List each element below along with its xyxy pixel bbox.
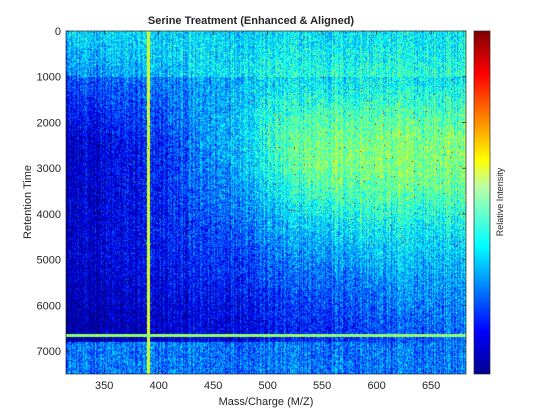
colorbar [473, 30, 491, 375]
x-tick-label: 400 [149, 380, 167, 392]
heatmap-plot [66, 31, 466, 374]
x-axis: 350 400 450 500 550 600 650 [95, 31, 440, 392]
x-tick-label: 550 [313, 380, 331, 392]
x-tick-label: 600 [367, 380, 385, 392]
x-tick-label: 500 [258, 380, 276, 392]
y-axis-label: Retention Time [22, 165, 34, 239]
colorbar-label: Relative Intensity [495, 167, 505, 236]
y-tick-label: 6000 [37, 300, 61, 312]
y-tick-label: 1000 [37, 72, 61, 84]
x-tick-label: 350 [95, 380, 113, 392]
x-tick-label: 650 [422, 380, 440, 392]
y-tick-label: 4000 [37, 209, 61, 221]
x-tick-label: 450 [204, 380, 222, 392]
x-axis-label: Mass/Charge (M/Z) [219, 396, 314, 408]
chart-title: Serine Treatment (Enhanced & Aligned) [148, 15, 355, 27]
y-tick-label: 5000 [37, 255, 61, 267]
y-tick-label: 0 [55, 26, 61, 38]
y-tick-label: 2000 [37, 117, 61, 129]
y-axis: 0 1000 2000 3000 4000 5000 6000 7000 [37, 26, 466, 358]
y-tick-label: 7000 [37, 346, 61, 358]
plot-frame [65, 30, 467, 375]
y-tick-label: 3000 [37, 163, 61, 175]
